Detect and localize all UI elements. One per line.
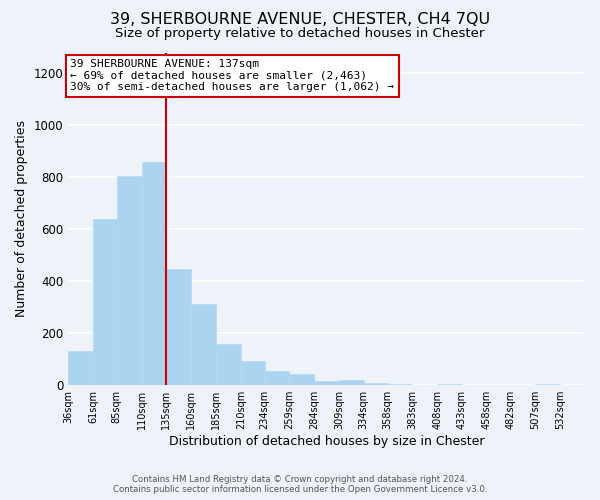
Text: 39, SHERBOURNE AVENUE, CHESTER, CH4 7QU: 39, SHERBOURNE AVENUE, CHESTER, CH4 7QU [110, 12, 490, 28]
Text: Contains HM Land Registry data © Crown copyright and database right 2024.
Contai: Contains HM Land Registry data © Crown c… [113, 474, 487, 494]
Text: 39 SHERBOURNE AVENUE: 137sqm
← 69% of detached houses are smaller (2,463)
30% of: 39 SHERBOURNE AVENUE: 137sqm ← 69% of de… [70, 59, 394, 92]
Bar [314, 381, 339, 384]
Text: Size of property relative to detached houses in Chester: Size of property relative to detached ho… [115, 28, 485, 40]
Bar [191, 304, 216, 384]
Bar [241, 362, 265, 384]
Bar [93, 218, 117, 384]
Bar [339, 380, 364, 384]
Bar [166, 269, 191, 384]
Bar [265, 371, 289, 384]
Bar [289, 374, 314, 384]
Bar [216, 344, 241, 385]
Y-axis label: Number of detached properties: Number of detached properties [15, 120, 28, 317]
X-axis label: Distribution of detached houses by size in Chester: Distribution of detached houses by size … [169, 434, 484, 448]
Bar [117, 176, 142, 384]
Bar [142, 162, 166, 384]
Bar [68, 351, 93, 384]
